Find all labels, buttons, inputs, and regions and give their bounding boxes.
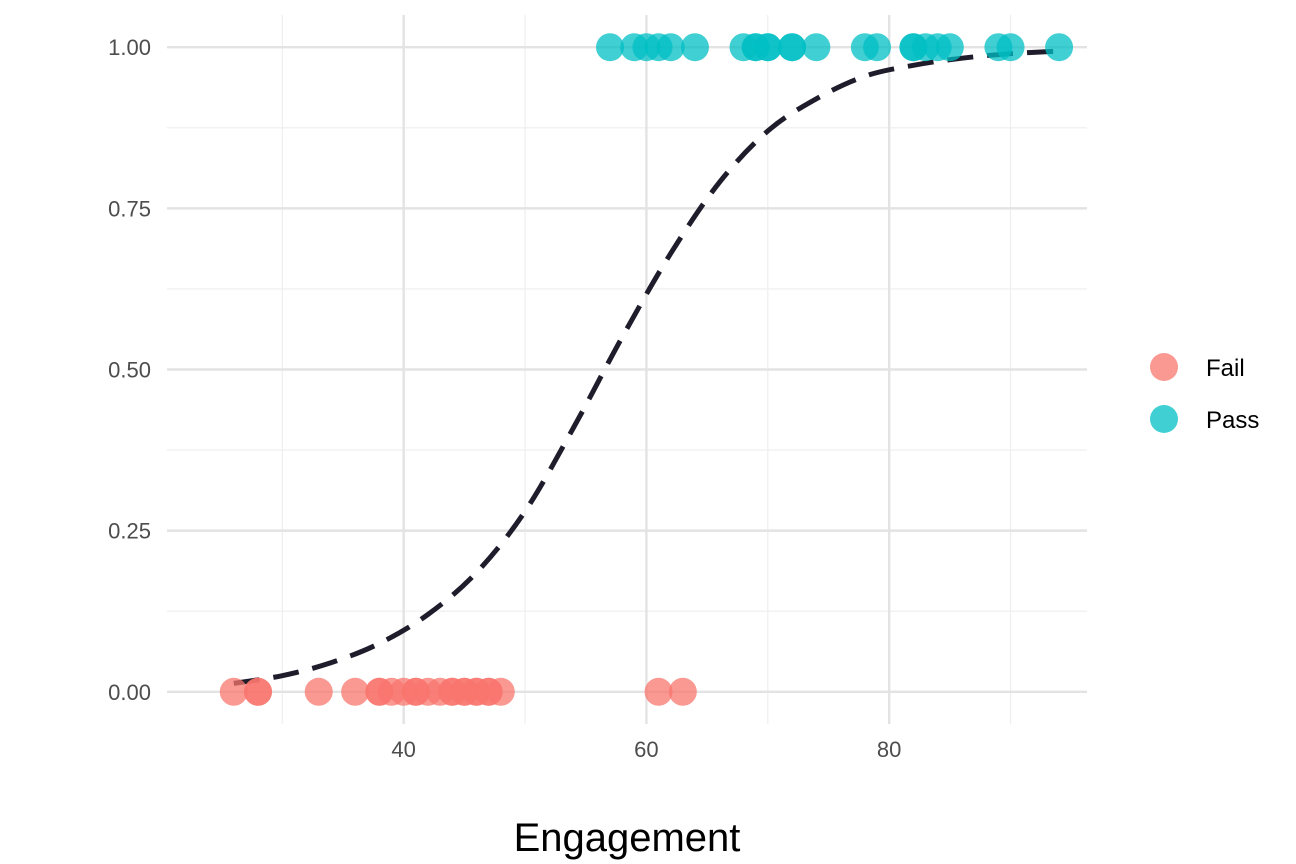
legend: Fail Pass bbox=[1150, 353, 1259, 434]
point-pass bbox=[802, 33, 831, 62]
point-pass bbox=[680, 33, 709, 62]
x-tick-label: 60 bbox=[634, 737, 658, 762]
grid bbox=[167, 15, 1087, 724]
point-fail bbox=[219, 677, 248, 706]
point-fail bbox=[644, 677, 673, 706]
y-tick-label: 0.25 bbox=[108, 519, 151, 544]
point-pass bbox=[935, 33, 964, 62]
data-points bbox=[219, 33, 1074, 706]
point-fail bbox=[668, 677, 697, 706]
point-pass bbox=[1045, 33, 1074, 62]
point-fail bbox=[341, 677, 370, 706]
legend-label-pass: Pass bbox=[1206, 407, 1259, 434]
legend-key-fail bbox=[1150, 353, 1178, 381]
legend-label-fail: Fail bbox=[1206, 355, 1245, 382]
y-tick-label: 0.00 bbox=[108, 680, 151, 705]
point-pass bbox=[778, 33, 807, 62]
fitted-curve-line bbox=[233, 48, 1060, 686]
y-tick-label: 0.75 bbox=[108, 196, 151, 221]
x-tick-label: 40 bbox=[391, 737, 415, 762]
legend-key-pass bbox=[1150, 405, 1178, 433]
point-pass bbox=[596, 33, 625, 62]
point-pass bbox=[656, 33, 685, 62]
y-tick-label: 1.00 bbox=[108, 35, 151, 60]
point-fail bbox=[244, 677, 273, 706]
x-tick-label: 80 bbox=[877, 737, 901, 762]
point-pass bbox=[753, 33, 782, 62]
axis-ticks: 40 60 80 0.00 0.25 0.50 0.75 1.00 bbox=[108, 35, 901, 762]
point-fail bbox=[304, 677, 333, 706]
x-axis-title: Engagement bbox=[514, 816, 741, 860]
point-pass bbox=[863, 33, 892, 62]
point-fail bbox=[486, 677, 515, 706]
y-tick-label: 0.50 bbox=[108, 358, 151, 383]
point-pass bbox=[996, 33, 1025, 62]
